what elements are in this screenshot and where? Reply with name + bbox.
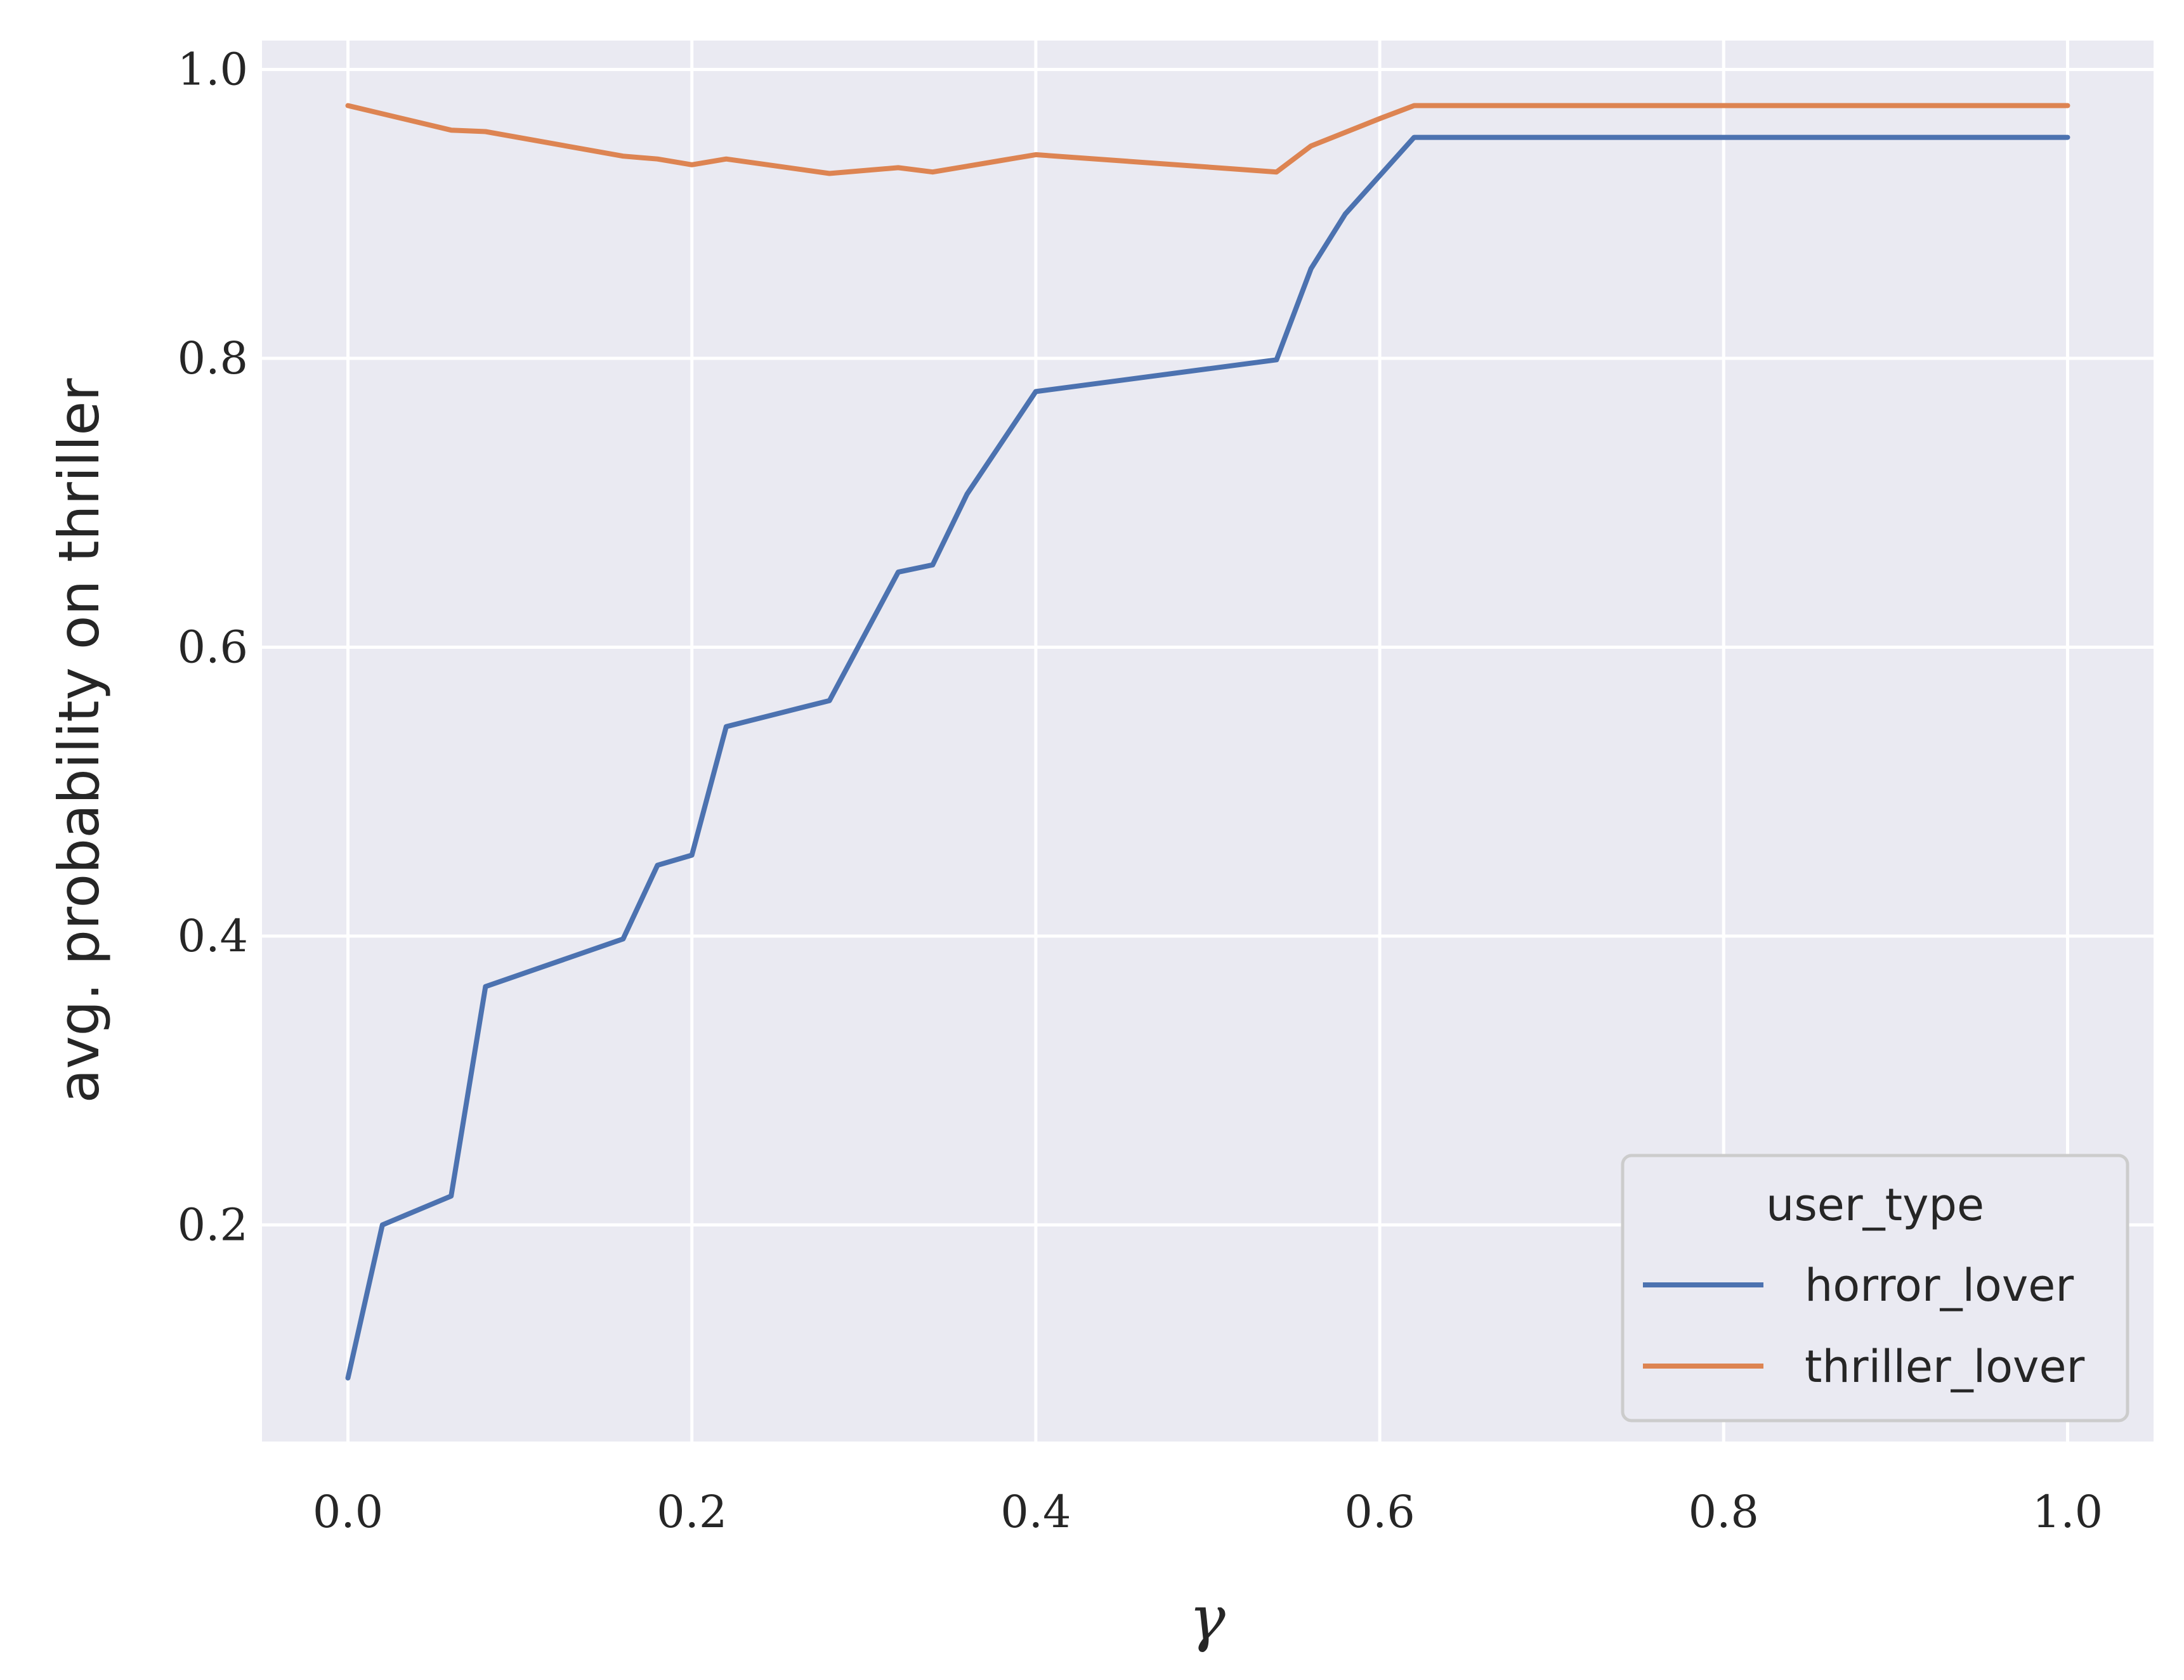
y-tick-label: 1.0 [178, 44, 248, 96]
series-line-horror-lover [345, 134, 2070, 1381]
legend-box [1621, 1154, 2129, 1423]
grid-lines [262, 41, 2154, 1442]
y-tick-label: 0.6 [178, 621, 248, 673]
legend: user_type horror_lover thriller_lover [1621, 1154, 2129, 1423]
x-tick-label: 0.4 [1000, 1486, 1071, 1538]
x-axis-label: γ [1189, 1583, 1226, 1654]
legend-label-thriller-lover: thriller_lover [1805, 1341, 2085, 1393]
x-tick-label: 0.6 [1344, 1486, 1415, 1538]
legend-title: user_type [1766, 1179, 1984, 1231]
y-tick-label: 0.4 [178, 910, 248, 962]
x-tick-label: 0.8 [1689, 1486, 1759, 1538]
x-tick-label: 0.0 [313, 1486, 383, 1538]
x-tick-label: 1.0 [2032, 1486, 2103, 1538]
series-line-thriller-lover [345, 103, 2070, 176]
x-tick-label: 0.2 [657, 1486, 727, 1538]
y-tick-labels: 0.2 0.4 0.6 0.8 1.0 [178, 44, 248, 1251]
y-tick-label: 0.8 [178, 332, 248, 384]
y-tick-label: 0.2 [178, 1199, 248, 1251]
legend-label-horror-lover: horror_lover [1805, 1260, 2074, 1312]
series-lines [345, 103, 2070, 1381]
y-axis-label: avg. probability on thriller [46, 378, 112, 1104]
x-tick-labels: 0.0 0.2 0.4 0.6 0.8 1.0 [313, 1486, 2103, 1538]
